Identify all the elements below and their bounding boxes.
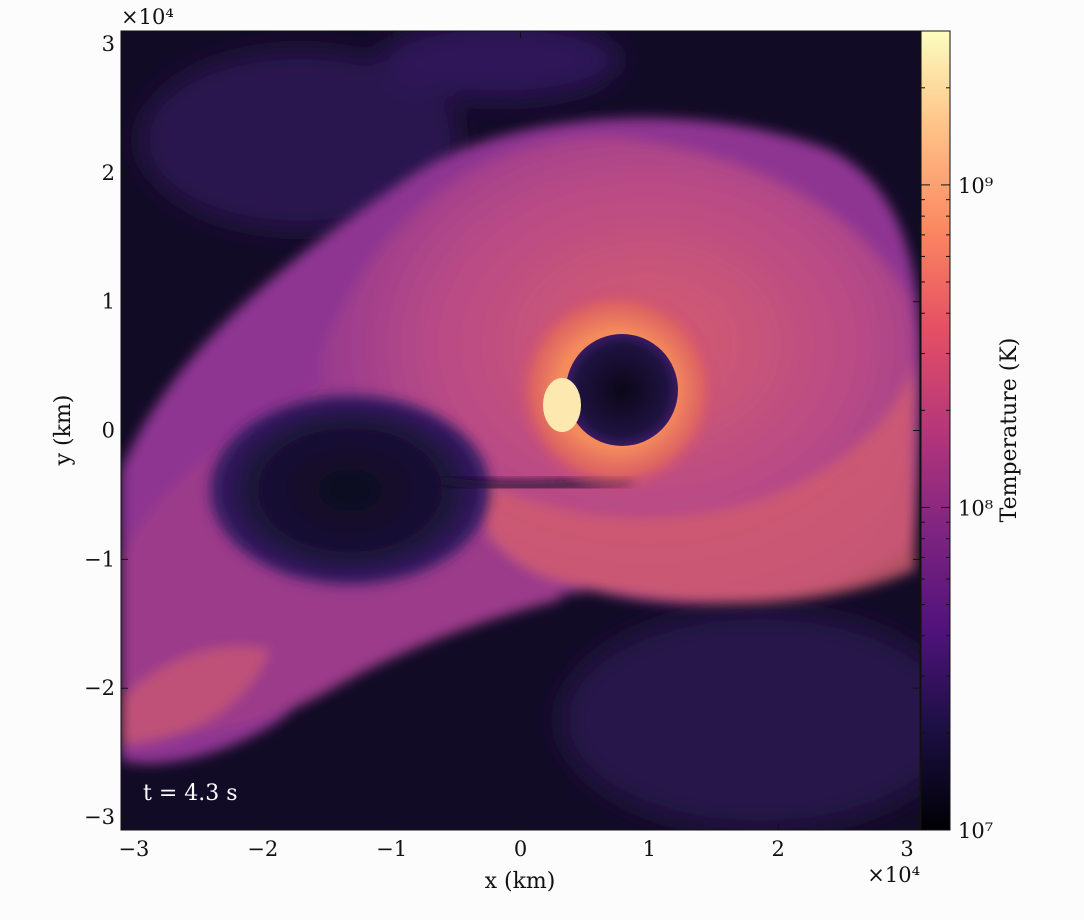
- colorbar-tick-label: 10⁷: [958, 819, 993, 843]
- x-tick-label: 0: [514, 837, 527, 861]
- y-tick-label: 0: [102, 419, 115, 443]
- colorbar-tick-label: 10⁹: [958, 174, 993, 198]
- colorbar-ticks: 10⁷ 10⁸ 10⁹: [921, 30, 993, 843]
- y-axis-ticks: −3 −2 −1 0 1 2 3: [84, 32, 920, 829]
- heatmap-field: [121, 31, 920, 830]
- x-tick-label: 2: [772, 837, 785, 861]
- x-tick-label: −1: [376, 837, 407, 861]
- x-tick-label: 3: [900, 837, 913, 861]
- x-multiplier-label: ×10⁴: [867, 863, 920, 887]
- x-tick-label: −2: [247, 837, 278, 861]
- y-tick-label: 1: [102, 290, 115, 314]
- y-tick-label: −1: [84, 547, 115, 571]
- y-tick-label: −2: [84, 676, 115, 700]
- cold-pocket: [210, 395, 490, 585]
- y-tick-label: 3: [102, 32, 115, 56]
- colorbar-tick-label: 10⁸: [958, 496, 993, 520]
- hot-core: [543, 378, 581, 432]
- x-tick-label: −3: [118, 837, 149, 861]
- y-multiplier-label: ×10⁴: [121, 5, 174, 29]
- central-cavity: [566, 334, 678, 446]
- time-annotation: t = 4.3 s: [143, 781, 238, 806]
- y-tick-label: −3: [84, 805, 115, 829]
- x-axis-title: x (km): [485, 869, 556, 894]
- colorbar-label: Temperature (K): [997, 338, 1022, 523]
- x-tick-label: 1: [643, 837, 656, 861]
- colorbar: [920, 30, 951, 831]
- faint-outer-gas: [140, 31, 920, 830]
- y-axis-title: y (km): [51, 395, 76, 467]
- y-tick-label: 2: [102, 161, 115, 185]
- x-axis-ticks: −3 −2 −1 0 1 2 3: [118, 31, 914, 861]
